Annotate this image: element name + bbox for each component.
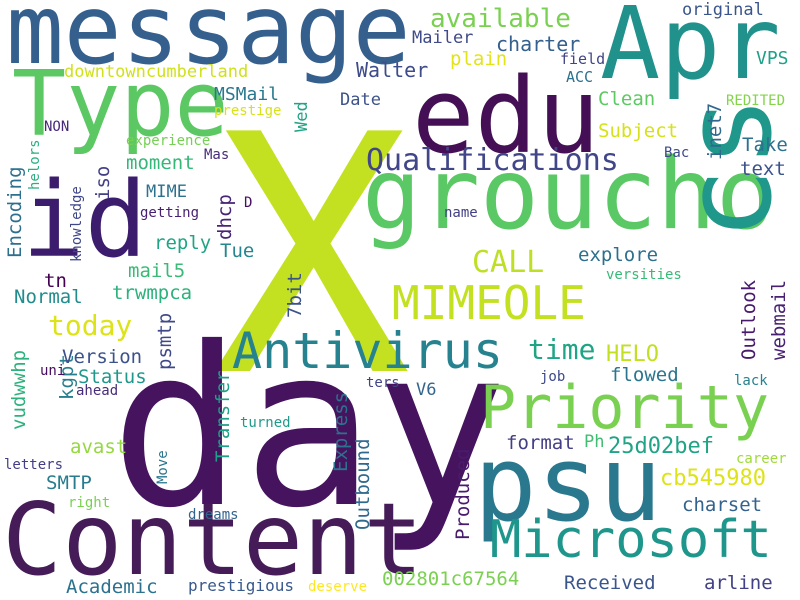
word-produced: Produced xyxy=(452,448,474,540)
word-25d02bef: 25d02bef xyxy=(608,434,714,459)
word-text: text xyxy=(740,158,786,180)
word-mail5: mail5 xyxy=(128,260,186,282)
word-outbound: Outbound xyxy=(352,438,374,530)
word-msmail: MSMail xyxy=(214,84,280,105)
word-tn: tn xyxy=(44,270,67,292)
word-helo: HELO xyxy=(606,342,659,367)
word-dreams: dreams xyxy=(188,507,239,523)
word-received: Received xyxy=(564,572,656,594)
word-getting: getting xyxy=(140,205,200,221)
word-plain: plain xyxy=(450,48,508,70)
word-mas: Mas xyxy=(204,147,230,163)
word-deserve: deserve xyxy=(308,579,368,595)
word-explore: explore xyxy=(578,244,659,266)
word-type: Type xyxy=(12,52,229,157)
word-inet7: inet7 xyxy=(704,102,726,160)
word-psmtp: psmtp xyxy=(154,312,176,370)
word-encoding: Encoding xyxy=(4,166,26,258)
word-iso: iso xyxy=(92,165,114,200)
word-version: Version xyxy=(62,346,143,368)
word-helors: helors xyxy=(27,139,43,190)
word-prestigious: prestigious xyxy=(188,576,294,595)
word-v6: V6 xyxy=(416,380,437,400)
word-dhcp: dhcp xyxy=(214,194,236,240)
word-express: Express xyxy=(330,391,352,472)
word-id: id xyxy=(22,159,148,281)
word-mailer: Mailer xyxy=(412,28,474,48)
word-microsoft: Microsoft xyxy=(490,510,772,570)
word-lack: lack xyxy=(734,373,768,389)
word-redited: REDITED xyxy=(726,93,786,109)
word-uni: uni xyxy=(40,363,66,379)
word-vps: VPS xyxy=(756,48,789,69)
word-ters: ters xyxy=(366,375,400,391)
word-qualifications: Qualifications xyxy=(366,143,619,178)
word-outlook: Outlook xyxy=(738,279,760,360)
word-status: Status xyxy=(78,366,147,388)
word-academic: Academic xyxy=(66,576,158,598)
word-antivirus: Antivirus xyxy=(232,322,503,380)
word-subject: Subject xyxy=(598,120,679,142)
word-right: right xyxy=(68,495,111,511)
word-experience: experience xyxy=(126,133,211,149)
word-charset: charset xyxy=(682,494,763,516)
word-move: Move xyxy=(155,450,171,484)
word-acc: ACC xyxy=(566,68,594,86)
word-turned: turned xyxy=(240,415,291,431)
word-call: CALL xyxy=(472,245,545,280)
word-avast: avast xyxy=(70,436,128,458)
word-non: NON xyxy=(44,119,70,135)
word-letters: letters xyxy=(4,457,64,473)
word-mime: MIME xyxy=(146,182,187,202)
word-message: message xyxy=(6,0,411,86)
word-transfer: Transfer xyxy=(212,370,234,462)
word-available: available xyxy=(430,4,571,34)
word-webmail: webmail xyxy=(768,279,790,360)
word-vudwwhp: vudwwhp xyxy=(8,349,30,430)
word-content: Content xyxy=(2,481,424,598)
word-career: career xyxy=(736,451,787,467)
word-mimeole: MIMEOLE xyxy=(392,276,586,330)
word-ph: Ph xyxy=(584,432,605,452)
word-d: D xyxy=(244,195,253,211)
word-7bit: 7bit xyxy=(284,272,306,318)
word-moment: moment xyxy=(126,152,195,174)
word-psu: psu xyxy=(474,423,662,545)
word-edu: edu xyxy=(412,55,600,177)
word-tue: Tue xyxy=(220,240,255,262)
word-smtp: SMTP xyxy=(46,472,92,494)
word-bac: Bac xyxy=(664,145,690,161)
word-trwmpca: trwmpca xyxy=(112,282,193,304)
word-time: time xyxy=(528,333,596,366)
word-original: original xyxy=(682,0,764,20)
word-take: Take xyxy=(742,134,788,156)
word-walter: Walter xyxy=(356,58,429,82)
word-field: field xyxy=(560,50,606,68)
word-day: day xyxy=(110,300,508,556)
word-ahead: ahead xyxy=(76,383,119,399)
word-prestige: prestige xyxy=(214,103,282,119)
word-name: name xyxy=(444,205,478,221)
word-date: Date xyxy=(340,90,381,110)
word-groucho: groucho xyxy=(362,138,776,252)
word-reply: reply xyxy=(154,232,212,254)
word-wed: Wed xyxy=(292,101,312,132)
word-cb545980: cb545980 xyxy=(660,466,766,491)
word-arline: arline xyxy=(704,572,773,594)
word-knowledge: knowledge xyxy=(69,186,85,262)
word-normal: Normal xyxy=(14,286,83,308)
word-x: X xyxy=(212,65,411,449)
word-priority: Priority xyxy=(480,373,769,443)
word-today: today xyxy=(48,309,133,342)
word-apr: Apr xyxy=(600,0,781,102)
word-format: format xyxy=(506,432,575,454)
word-versities: versities xyxy=(606,267,682,283)
word-downtowncumberland: downtowncumberland xyxy=(64,62,249,82)
word-job: job xyxy=(540,369,566,385)
word-flowed: flowed xyxy=(610,364,679,386)
word-002801c67564: 002801c67564 xyxy=(382,568,520,590)
word-clean: Clean xyxy=(598,88,656,110)
word-charter: charter xyxy=(496,32,581,56)
